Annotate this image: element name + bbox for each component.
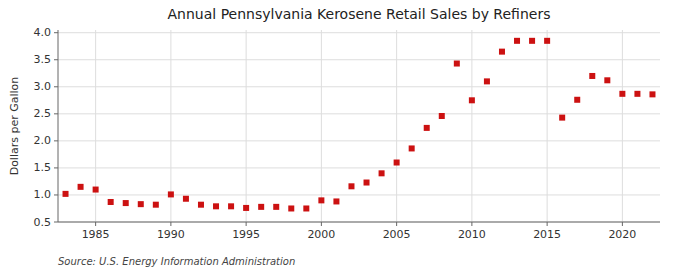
- point: [153, 202, 159, 208]
- x-tick-label: 2000: [307, 228, 335, 241]
- point: [469, 97, 475, 103]
- point: [544, 38, 550, 44]
- point: [273, 204, 279, 210]
- point: [123, 200, 129, 206]
- x-tick-label: 1985: [82, 228, 110, 241]
- y-tick: [54, 167, 58, 168]
- point: [379, 170, 385, 176]
- y-tick: [54, 194, 58, 195]
- point: [484, 78, 490, 84]
- point: [213, 203, 219, 209]
- point: [333, 198, 339, 204]
- y-grid-line: [58, 86, 660, 87]
- x-grid-line: [321, 30, 322, 222]
- y-tick: [54, 86, 58, 87]
- point: [409, 145, 415, 151]
- point: [634, 91, 640, 97]
- axes: 0.5 1.0 1.5 2.0 2.5 3.0 3.5 4.0 1985 1990 1995 2000…: [34, 26, 661, 241]
- y-axis-label: Dollars per Gallon: [8, 77, 21, 176]
- source-note: Source: U.S. Energy Information Administ…: [58, 256, 295, 267]
- y-grid-line: [58, 222, 660, 223]
- y-grid-line: [58, 113, 660, 114]
- point: [243, 205, 249, 211]
- y-tick-label: 1.0: [34, 188, 52, 201]
- y-grid-line: [58, 140, 660, 141]
- point: [168, 191, 174, 197]
- y-grid-line: [58, 59, 660, 60]
- point: [604, 77, 610, 83]
- y-tick-label: 3.0: [34, 80, 52, 93]
- y-tick-label: 3.5: [34, 53, 52, 66]
- point: [649, 91, 655, 97]
- point: [499, 49, 505, 55]
- point: [303, 205, 309, 211]
- x-tick-label: 2020: [608, 228, 636, 241]
- y-tick-label: 2.5: [34, 107, 52, 120]
- point: [108, 199, 114, 205]
- x-tick: [622, 222, 623, 226]
- point: [424, 125, 430, 131]
- point: [589, 73, 595, 79]
- title: Annual Pennsylvania Kerosene Retail Sale…: [168, 6, 551, 22]
- point: [574, 97, 580, 103]
- y-tick-label: 0.5: [34, 216, 52, 229]
- x-grid-line: [95, 30, 96, 222]
- x-grid-line: [396, 30, 397, 222]
- x-tick: [321, 222, 322, 226]
- point: [228, 203, 234, 209]
- point: [318, 197, 324, 203]
- point: [198, 202, 204, 208]
- x-tick: [95, 222, 96, 226]
- point: [394, 160, 400, 166]
- y-grid-line: [58, 32, 660, 33]
- y-tick: [54, 32, 58, 33]
- x-tick: [396, 222, 397, 226]
- point: [183, 196, 189, 202]
- point: [63, 191, 69, 197]
- point: [348, 183, 354, 189]
- y-tick-label: 4.0: [34, 26, 52, 39]
- y-tick-label: 2.0: [34, 134, 52, 147]
- point: [559, 115, 565, 121]
- point: [258, 204, 264, 210]
- y-tick: [54, 113, 58, 114]
- point: [288, 205, 294, 211]
- y-tick-label: 1.5: [34, 161, 52, 174]
- chart: 0.5 1.0 1.5 2.0 2.5 3.0 3.5 4.0 1985 1990 1995 2000…: [0, 0, 675, 275]
- grid: [58, 30, 660, 222]
- y-tick: [54, 59, 58, 60]
- point: [93, 187, 99, 193]
- x-tick: [547, 222, 548, 226]
- point: [514, 38, 520, 44]
- x-tick-label: 1995: [232, 228, 260, 241]
- x-tick: [246, 222, 247, 226]
- x-tick-label: 1990: [157, 228, 185, 241]
- x-grid-line: [471, 30, 472, 222]
- point: [364, 180, 370, 186]
- x-tick: [471, 222, 472, 226]
- y-tick: [54, 140, 58, 141]
- y-grid-line: [58, 194, 660, 195]
- y-tick: [54, 222, 58, 223]
- y-axis-line: [58, 30, 59, 222]
- x-grid-line: [547, 30, 548, 222]
- x-tick-label: 2010: [458, 228, 486, 241]
- x-axis-line: [58, 222, 660, 223]
- x-tick-label: 2005: [383, 228, 411, 241]
- y-grid-line: [58, 167, 660, 168]
- point: [619, 91, 625, 97]
- x-grid-line: [246, 30, 247, 222]
- point: [454, 61, 460, 67]
- points: [63, 38, 656, 212]
- point: [529, 38, 535, 44]
- point: [138, 201, 144, 207]
- point: [78, 184, 84, 190]
- x-tick-label: 2015: [533, 228, 561, 241]
- x-grid-line: [622, 30, 623, 222]
- x-tick: [170, 222, 171, 226]
- point: [439, 113, 445, 119]
